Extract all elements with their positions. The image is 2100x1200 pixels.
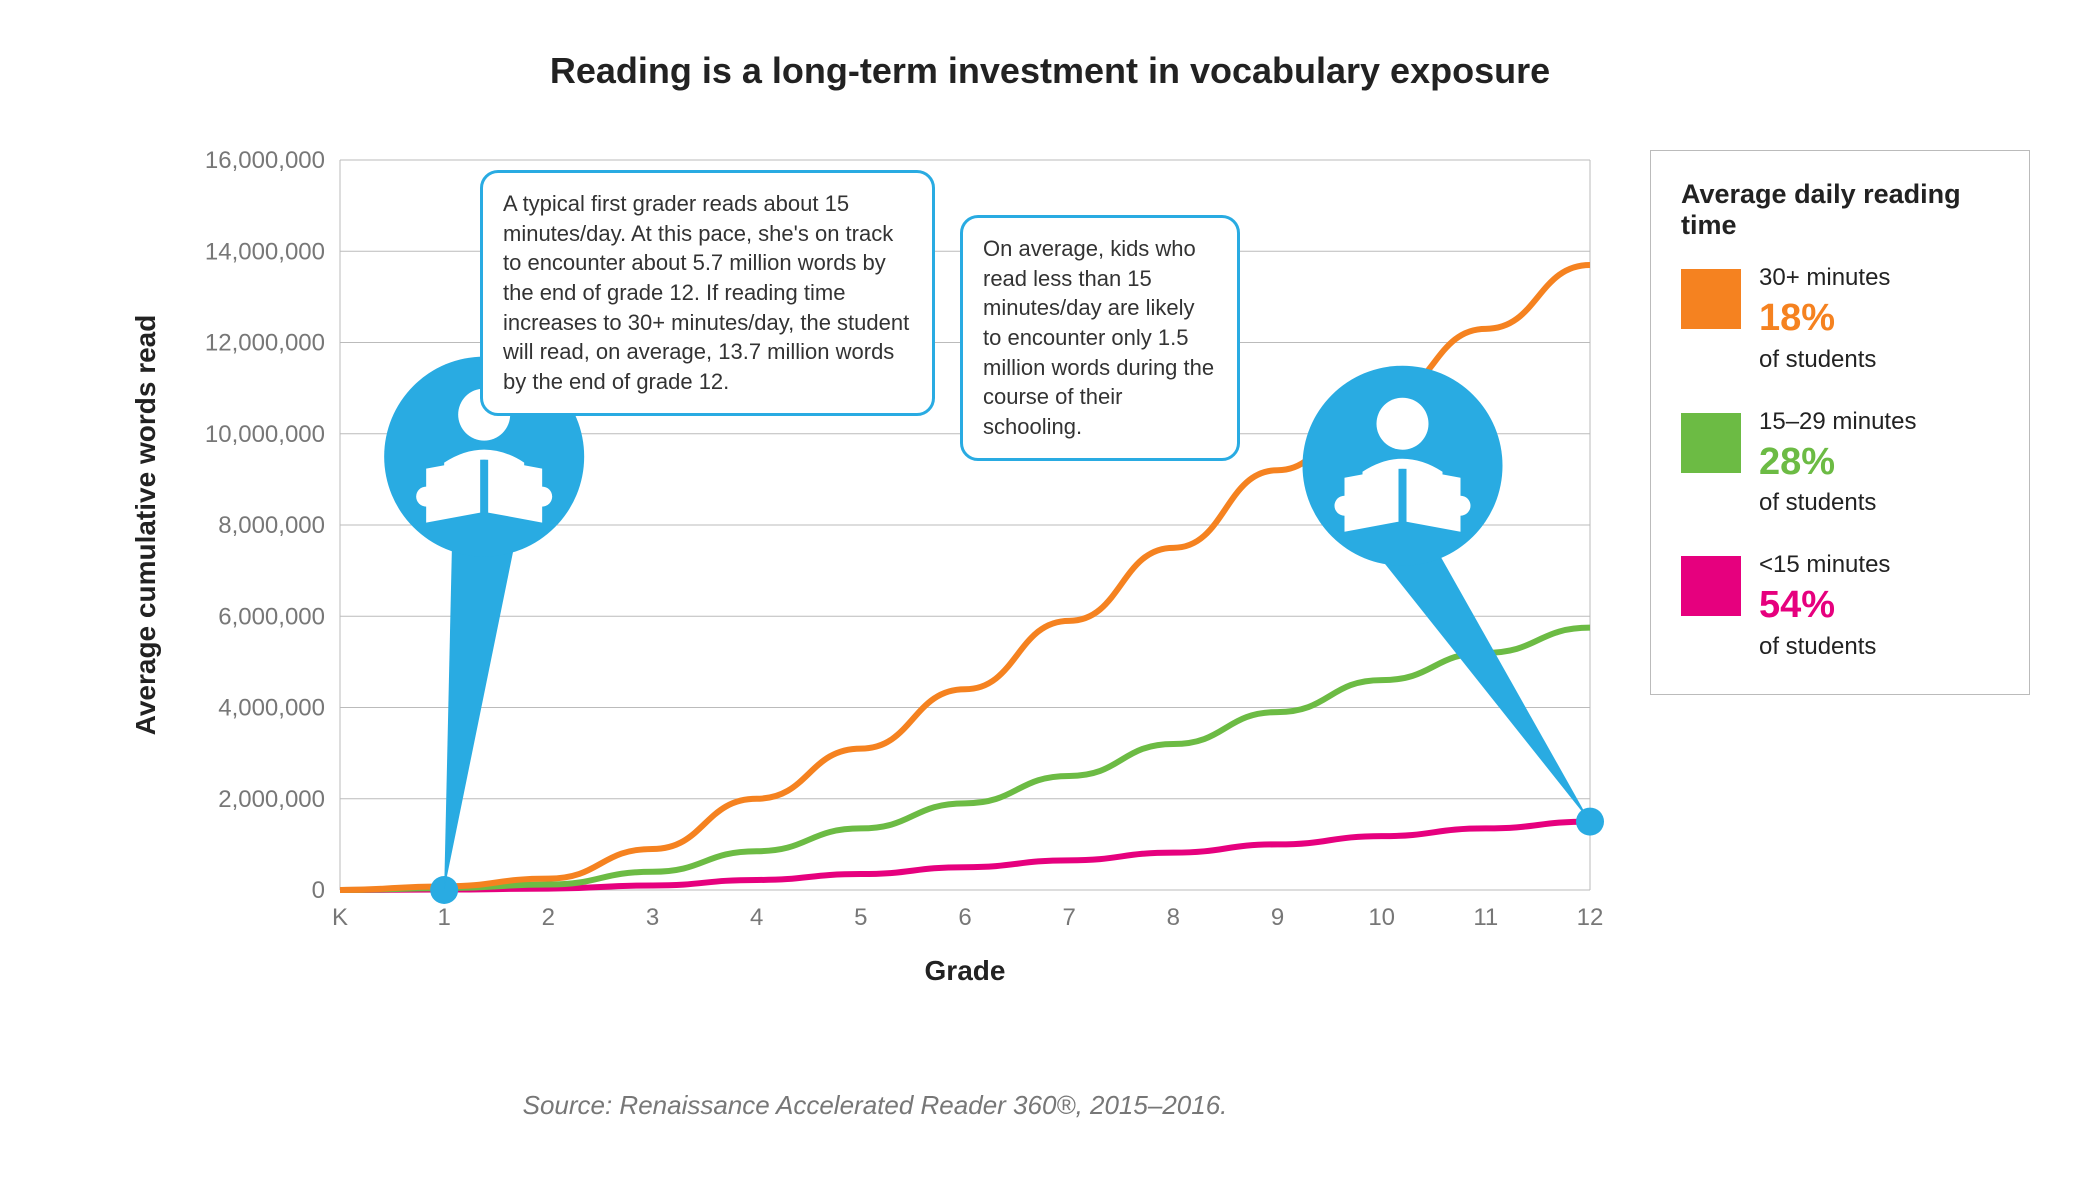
svg-text:8,000,000: 8,000,000: [218, 512, 325, 539]
legend-item: 15–29 minutes28%of students: [1681, 407, 1999, 519]
legend-item: 30+ minutes18%of students: [1681, 263, 1999, 375]
legend-item-sub: of students: [1759, 488, 1916, 518]
legend-item-label: <15 minutes: [1759, 550, 1890, 580]
svg-text:Average cumulative words read: Average cumulative words read: [130, 315, 161, 736]
svg-text:K: K: [332, 904, 348, 931]
svg-text:9: 9: [1271, 904, 1284, 931]
legend-swatch: [1681, 413, 1741, 473]
svg-text:4: 4: [750, 904, 763, 931]
svg-text:6: 6: [958, 904, 971, 931]
callout-right: On average, kids who read less than 15 m…: [960, 215, 1240, 461]
svg-text:2,000,000: 2,000,000: [218, 786, 325, 813]
svg-text:3: 3: [646, 904, 659, 931]
legend-item-label: 15–29 minutes: [1759, 407, 1916, 437]
callout-left: A typical first grader reads about 15 mi…: [480, 170, 935, 416]
svg-text:4,000,000: 4,000,000: [218, 695, 325, 722]
legend: Average daily reading time 30+ minutes18…: [1650, 150, 2030, 695]
svg-text:10,000,000: 10,000,000: [205, 421, 325, 448]
svg-text:16,000,000: 16,000,000: [205, 147, 325, 174]
legend-item-pct: 18%: [1759, 295, 1890, 343]
svg-text:12: 12: [1577, 904, 1604, 931]
svg-text:6,000,000: 6,000,000: [218, 603, 325, 630]
legend-item-pct: 28%: [1759, 439, 1916, 487]
svg-text:11: 11: [1473, 904, 1498, 931]
callout-right-text: On average, kids who read less than 15 m…: [983, 236, 1214, 439]
legend-item-sub: of students: [1759, 345, 1890, 375]
svg-text:1: 1: [437, 904, 450, 931]
svg-text:8: 8: [1167, 904, 1180, 931]
legend-item-sub: of students: [1759, 632, 1890, 662]
legend-title: Average daily reading time: [1681, 179, 1999, 241]
legend-text: 15–29 minutes28%of students: [1759, 407, 1916, 519]
callout-left-text: A typical first grader reads about 15 mi…: [503, 191, 909, 394]
legend-text: 30+ minutes18%of students: [1759, 263, 1890, 375]
legend-swatch: [1681, 556, 1741, 616]
legend-item-label: 30+ minutes: [1759, 263, 1890, 293]
legend-item: <15 minutes54%of students: [1681, 550, 1999, 662]
source-text: Source: Renaissance Accelerated Reader 3…: [0, 1090, 1750, 1121]
svg-text:12,000,000: 12,000,000: [205, 330, 325, 357]
svg-text:7: 7: [1062, 904, 1075, 931]
chart-title: Reading is a long-term investment in voc…: [0, 50, 2100, 92]
svg-text:14,000,000: 14,000,000: [205, 238, 325, 265]
svg-text:5: 5: [854, 904, 867, 931]
legend-swatch: [1681, 269, 1741, 329]
legend-text: <15 minutes54%of students: [1759, 550, 1890, 662]
svg-text:0: 0: [312, 877, 325, 904]
svg-text:2: 2: [542, 904, 555, 931]
legend-item-pct: 54%: [1759, 582, 1890, 630]
svg-text:Grade: Grade: [925, 955, 1006, 986]
svg-text:10: 10: [1368, 904, 1395, 931]
